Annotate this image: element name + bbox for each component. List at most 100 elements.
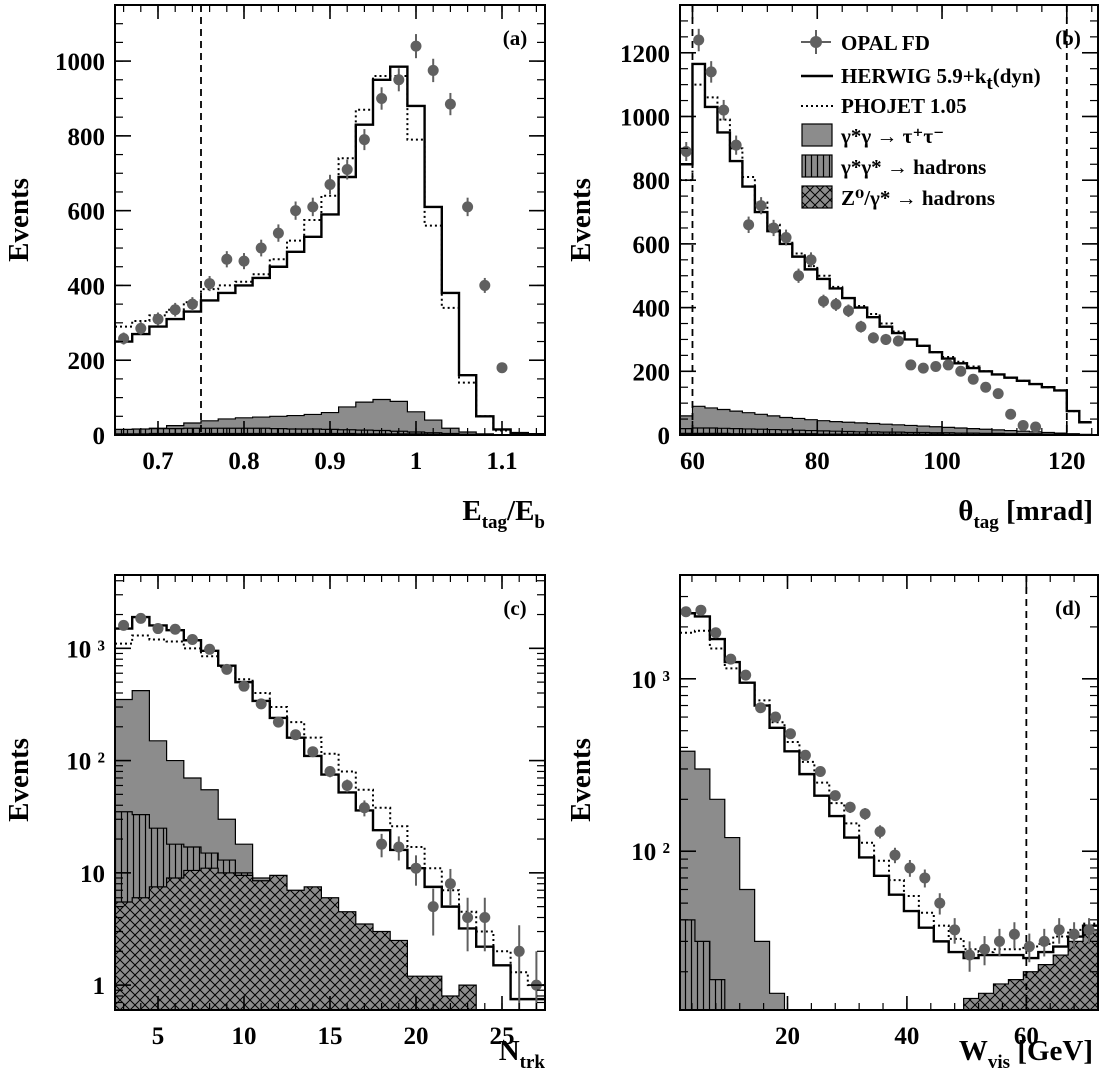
y-axis-label: Events bbox=[565, 738, 597, 822]
phojet-line bbox=[115, 76, 545, 435]
data-point bbox=[462, 198, 473, 216]
legend-data-label: OPAL FD bbox=[841, 31, 930, 55]
y-tick-label: 1000 bbox=[55, 49, 105, 76]
data-point bbox=[497, 362, 508, 373]
x-tick-label: 5 bbox=[152, 1023, 165, 1050]
data-point bbox=[393, 836, 404, 860]
panel-a: 0.7 0.8 0.9 1 1.1 0 200 400 600 800 1000 Events Etag… bbox=[3, 5, 545, 533]
y-tick-label: 1200 bbox=[620, 41, 670, 68]
data-point bbox=[445, 93, 456, 115]
data-point bbox=[153, 623, 164, 634]
y-tick-label: 1 bbox=[93, 973, 106, 1000]
x-tick-label: 1.1 bbox=[486, 448, 517, 475]
y-tick-label: 10 ³ bbox=[66, 636, 105, 663]
data-point bbox=[919, 869, 930, 887]
data-point bbox=[531, 951, 542, 1010]
data-point bbox=[968, 374, 979, 385]
y-tick-label: 400 bbox=[633, 296, 671, 323]
data-point bbox=[770, 712, 781, 723]
data-point bbox=[479, 278, 490, 293]
data-point bbox=[428, 59, 439, 82]
data-point bbox=[1030, 422, 1041, 433]
data-point bbox=[221, 251, 232, 267]
x-tick-label: 120 bbox=[1048, 448, 1086, 475]
y-tick-label: 200 bbox=[68, 348, 106, 375]
data-point bbox=[710, 627, 721, 638]
data-point bbox=[918, 363, 929, 374]
data-point bbox=[376, 834, 387, 857]
x-tick-label: 0.9 bbox=[314, 448, 345, 475]
data-point bbox=[411, 855, 422, 885]
y-tick-label: 400 bbox=[68, 273, 106, 300]
data-point bbox=[239, 681, 250, 692]
data-point bbox=[187, 634, 198, 645]
data-point bbox=[273, 717, 284, 728]
panel-label: (a) bbox=[503, 26, 528, 50]
legend-gg-hadrons-label: γ*γ* → hadrons bbox=[840, 155, 986, 179]
data-point bbox=[307, 746, 318, 757]
data-point bbox=[393, 68, 404, 91]
data-point bbox=[1009, 922, 1020, 948]
data-point bbox=[889, 848, 900, 863]
data-point bbox=[740, 670, 751, 681]
data-point bbox=[359, 129, 370, 150]
data-point bbox=[880, 334, 891, 345]
x-tick-label: 40 bbox=[894, 1023, 919, 1050]
data-point bbox=[376, 87, 387, 109]
data-point bbox=[187, 297, 198, 311]
y-axis-label: Events bbox=[3, 738, 35, 822]
data-point bbox=[930, 361, 941, 372]
data-point bbox=[135, 613, 146, 624]
y-tick-label: 0 bbox=[93, 423, 106, 450]
legend: OPAL FD HERWIG 5.9+kt(dyn) PHOJET 1.05 γ… bbox=[801, 30, 1041, 210]
data-point bbox=[428, 889, 439, 936]
data-point bbox=[695, 605, 706, 616]
data-point bbox=[793, 269, 804, 283]
data-point bbox=[359, 800, 370, 816]
data-point bbox=[706, 61, 717, 83]
y-tick-label: 200 bbox=[633, 359, 671, 386]
data-point bbox=[342, 780, 353, 793]
data-point bbox=[256, 240, 267, 257]
data-point bbox=[955, 366, 966, 377]
panel-d: 20 40 60 10 ² 10 ³ Events Wvis [GeV] (d) bbox=[565, 575, 1098, 1069]
data-point bbox=[993, 388, 1004, 399]
data-point bbox=[170, 624, 181, 635]
y-tick-label: 10 ² bbox=[66, 749, 105, 776]
legend-herwig-label: HERWIG 5.9+kt(dyn) bbox=[841, 64, 1041, 94]
data-point bbox=[239, 253, 250, 269]
data-point bbox=[725, 654, 736, 665]
data-point bbox=[325, 175, 336, 194]
y-tick-label: 600 bbox=[68, 199, 106, 226]
data-point bbox=[800, 750, 811, 761]
x-tick-label: 80 bbox=[805, 448, 830, 475]
x-axis-label: Etag/Eb bbox=[462, 495, 545, 533]
y-tick-label: 600 bbox=[633, 232, 671, 259]
data-point bbox=[681, 142, 692, 161]
panel-label: (c) bbox=[503, 596, 526, 620]
x-axis-label: Wvis [GeV] bbox=[959, 1035, 1093, 1069]
data-point bbox=[307, 198, 318, 216]
data-point bbox=[693, 29, 704, 51]
herwig-line bbox=[115, 67, 545, 435]
data-point bbox=[855, 321, 866, 333]
x-tick-label: 10 bbox=[232, 1023, 257, 1050]
data-point bbox=[964, 941, 975, 971]
data-point bbox=[818, 295, 829, 308]
data-point bbox=[680, 606, 691, 617]
data-point bbox=[411, 34, 422, 58]
data-point bbox=[893, 336, 904, 347]
data-point bbox=[806, 252, 817, 267]
x-tick-label: 15 bbox=[318, 1023, 343, 1050]
data-point bbox=[904, 860, 915, 877]
data-point bbox=[768, 220, 779, 236]
data-point bbox=[934, 893, 945, 914]
x-tick-label: 60 bbox=[680, 448, 705, 475]
data-point bbox=[479, 898, 490, 952]
data-point bbox=[256, 698, 267, 709]
data-point bbox=[943, 359, 954, 370]
data-point bbox=[815, 766, 826, 777]
y-tick-label: 10 ² bbox=[631, 839, 670, 866]
data-point bbox=[118, 333, 129, 345]
